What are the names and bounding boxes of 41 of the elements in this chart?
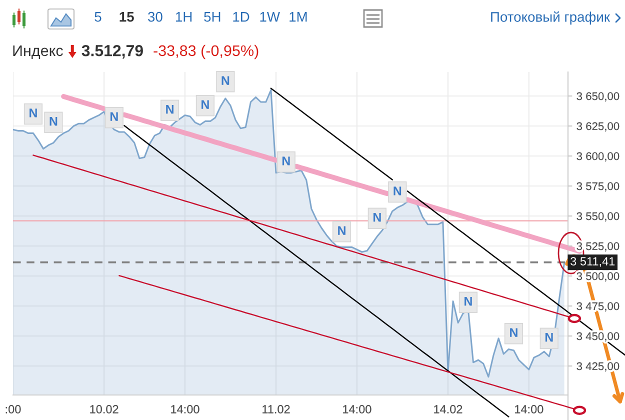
y-tick-label: 3 575,00 [576, 182, 620, 192]
text: N [110, 112, 118, 121]
text: N [202, 100, 209, 109]
text: N [510, 328, 518, 337]
text: N [464, 297, 472, 306]
x-tick-label: 14:00 [171, 405, 200, 414]
x-tick-label: :00 [6, 405, 21, 414]
text: Потоковый график [491, 11, 610, 25]
text: 5H [204, 12, 220, 22]
text: N [50, 117, 58, 126]
y-tick-label: 3 625,00 [576, 122, 620, 132]
text: 1M [290, 12, 307, 22]
text: 1D [233, 12, 250, 22]
point [572, 406, 586, 416]
text: N [222, 76, 230, 85]
text: 1H [176, 12, 192, 22]
text: -33,83 (-0,95%) [154, 44, 258, 60]
y-tick-label: 3 600,00 [576, 152, 620, 162]
x-tick-label: 10.02 [90, 405, 118, 414]
text: N [373, 213, 381, 222]
y-tick-label: 3 550,00 [576, 212, 620, 222]
text: 15 [120, 12, 134, 22]
text: 30 [148, 12, 162, 22]
text: N [338, 226, 346, 235]
chart-subtitle: 3.512,79 [82, 44, 143, 59]
text: N [394, 186, 402, 196]
y-tick-label: 3 525,00 [576, 242, 620, 252]
chart-title: Индекс [13, 45, 63, 59]
x-tick-label: 14.02 [434, 405, 462, 414]
point [568, 314, 582, 324]
x-tick-label: 11.02 [262, 405, 290, 414]
ref-line-label: 3 511,41 [570, 257, 615, 267]
x-tick-label: 14:00 [343, 405, 372, 414]
text: 1W [260, 12, 280, 22]
text: 5 [94, 12, 102, 22]
text: N [30, 108, 37, 118]
text: N [166, 105, 174, 114]
y-tick-label: 3 650,00 [576, 92, 620, 102]
series-label: N [282, 156, 290, 166]
text: N [545, 333, 553, 342]
x-tick-label: 14:00 [515, 405, 544, 414]
